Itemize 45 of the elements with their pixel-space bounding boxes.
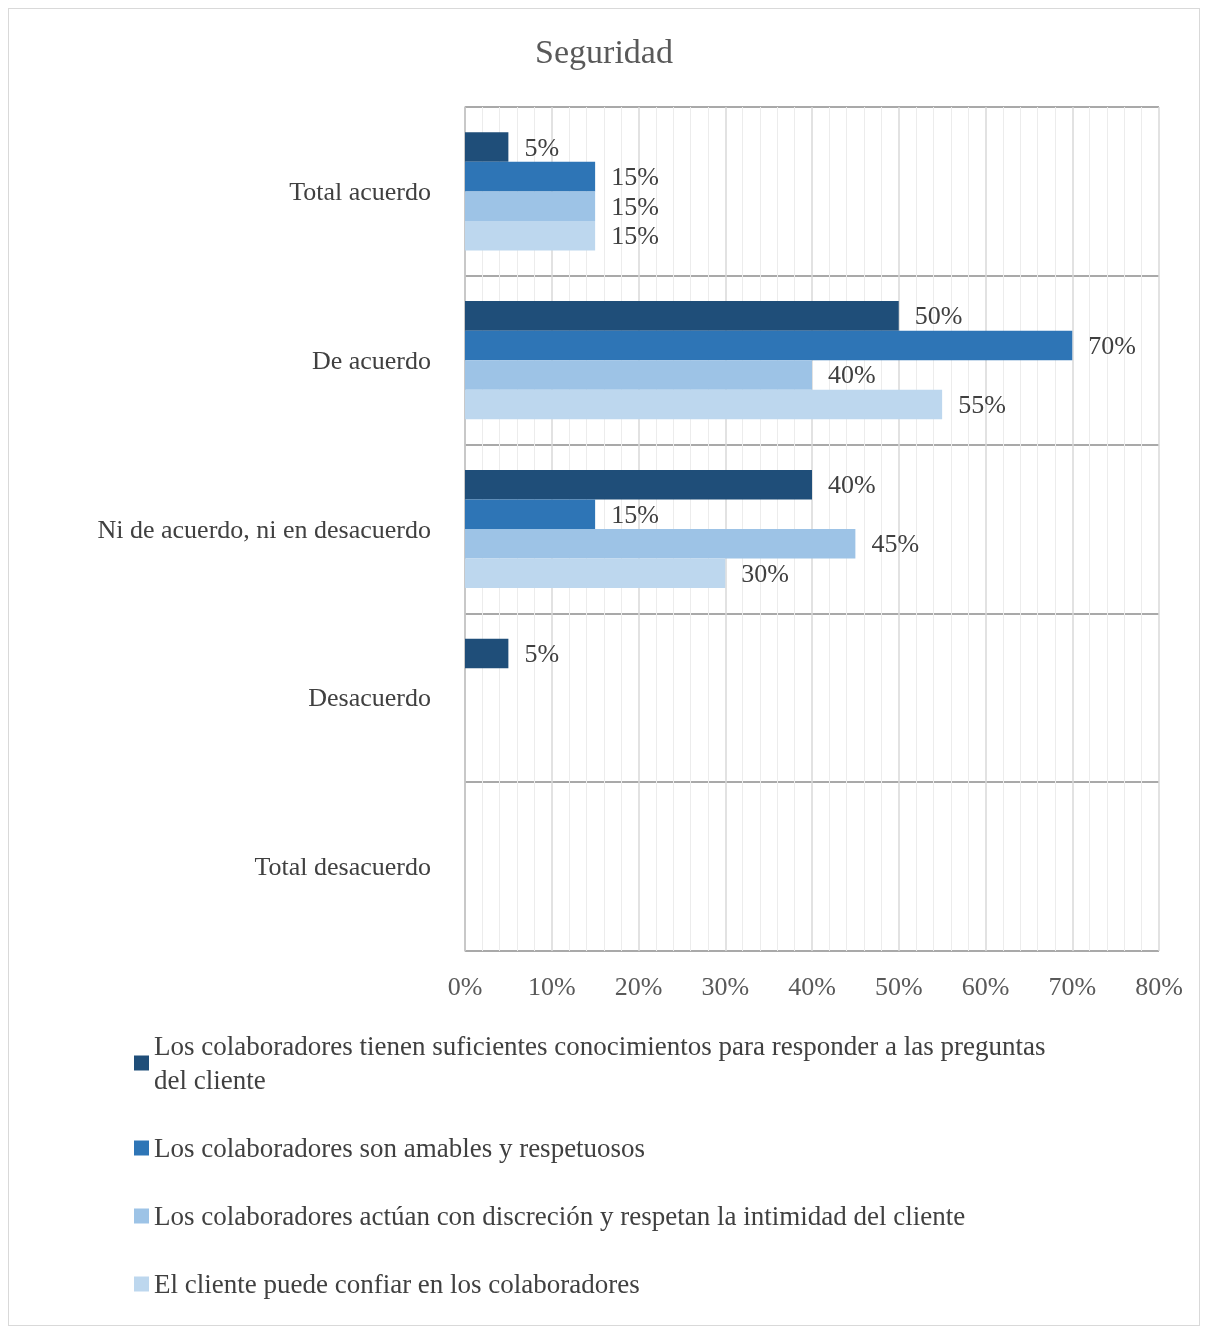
- y-tick-label: Total desacuerdo: [254, 852, 431, 882]
- bar: [465, 161, 596, 192]
- data-label: 15%: [611, 499, 659, 529]
- bar: [465, 529, 856, 559]
- chart-title: Seguridad: [535, 32, 673, 70]
- x-tick-label: 40%: [788, 971, 836, 1001]
- legend-label: Los colaboradores tienen suficientes conocimientos para responder a las preguntas del cliente: [154, 1031, 1053, 1095]
- bar: [465, 638, 509, 669]
- data-label: 40%: [828, 360, 876, 390]
- x-tick-label: 60%: [961, 971, 1010, 1001]
- data-label: 5%: [524, 638, 560, 668]
- bar: [465, 191, 596, 221]
- data-label: 40%: [828, 470, 876, 500]
- bar: [465, 360, 812, 390]
- legend-label: Los colaboradores son amables y respetuosos: [154, 1133, 646, 1163]
- legend-label: Los colaboradores actúan con discreción y respetan la intimidad del cliente: [154, 1201, 966, 1231]
- x-tick-label: 50%: [874, 971, 923, 1001]
- bar: [465, 132, 509, 162]
- bar: [465, 330, 1073, 361]
- y-tick-label: De acuerdo: [311, 345, 431, 375]
- data-label: 15%: [611, 221, 659, 251]
- data-label: 30%: [741, 558, 789, 588]
- x-tick-label: 70%: [1048, 971, 1097, 1001]
- legend-label: El cliente puede confiar en los colaboradores: [154, 1269, 640, 1299]
- data-label: 45%: [871, 529, 920, 559]
- data-label: 15%: [611, 191, 659, 221]
- x-tick-label: 10%: [527, 971, 576, 1001]
- bar: [465, 499, 596, 529]
- data-label: 55%: [958, 390, 1006, 420]
- y-tick-label: Desacuerdo: [308, 683, 431, 713]
- x-tick-label: 20%: [614, 971, 663, 1001]
- data-label: 5%: [524, 132, 560, 162]
- x-tick-label: 80%: [1135, 971, 1183, 1001]
- y-tick-label: Ni de acuerdo, ni en desacuerdo: [97, 514, 431, 544]
- bar: [465, 558, 726, 589]
- x-tick-label: 0%: [447, 971, 483, 1001]
- bar: [465, 389, 943, 420]
- bar: [465, 469, 812, 500]
- bar: [465, 301, 899, 331]
- data-label: 50%: [914, 301, 963, 331]
- data-label: 70%: [1088, 330, 1136, 360]
- bar: [465, 220, 596, 251]
- x-tick-label: 30%: [701, 971, 750, 1001]
- y-tick-label: Total acuerdo: [289, 176, 431, 206]
- data-label: 15%: [611, 162, 659, 192]
